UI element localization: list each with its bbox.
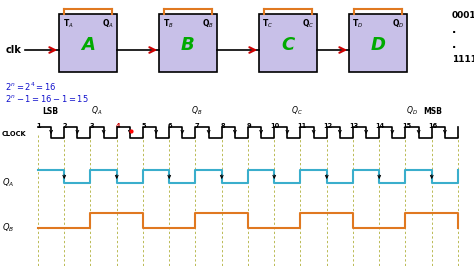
Text: T$_D$: T$_D$ bbox=[352, 17, 364, 30]
Text: 1: 1 bbox=[36, 123, 41, 129]
Text: D: D bbox=[371, 36, 385, 54]
Text: $2^n - 1 = 16 - 1 = 15$: $2^n - 1 = 16 - 1 = 15$ bbox=[5, 93, 89, 103]
Text: $Q_A$: $Q_A$ bbox=[2, 177, 14, 189]
Text: $Q_A$: $Q_A$ bbox=[91, 105, 102, 117]
Text: 3: 3 bbox=[89, 123, 94, 129]
Text: .: . bbox=[452, 25, 456, 35]
Text: 6: 6 bbox=[168, 123, 173, 129]
Text: $Q_B$: $Q_B$ bbox=[191, 105, 202, 117]
Text: T$_B$: T$_B$ bbox=[163, 17, 173, 30]
Text: 5: 5 bbox=[142, 123, 146, 129]
Text: 14: 14 bbox=[375, 123, 385, 129]
Text: C: C bbox=[282, 36, 295, 54]
Bar bbox=[59, 14, 117, 72]
Text: 7: 7 bbox=[194, 123, 199, 129]
Text: $Q_D$: $Q_D$ bbox=[406, 105, 418, 117]
Text: T$_A$: T$_A$ bbox=[63, 17, 73, 30]
Text: Q$_D$: Q$_D$ bbox=[392, 17, 404, 30]
Text: 13: 13 bbox=[349, 123, 359, 129]
Text: 10: 10 bbox=[271, 123, 280, 129]
Text: T$_C$: T$_C$ bbox=[263, 17, 273, 30]
Text: MSB: MSB bbox=[423, 106, 442, 115]
Text: Q$_C$: Q$_C$ bbox=[302, 17, 314, 30]
Text: $Q_B$: $Q_B$ bbox=[2, 222, 14, 234]
Text: Q$_B$: Q$_B$ bbox=[202, 17, 214, 30]
Text: CLOCK: CLOCK bbox=[2, 131, 27, 137]
Bar bbox=[259, 14, 317, 72]
Text: .: . bbox=[452, 40, 456, 50]
Text: clk: clk bbox=[6, 45, 22, 55]
Text: 0001: 0001 bbox=[452, 10, 474, 19]
Bar bbox=[159, 14, 217, 72]
Bar bbox=[349, 14, 407, 72]
Text: 12: 12 bbox=[323, 123, 332, 129]
Text: 15: 15 bbox=[402, 123, 411, 129]
Text: 8: 8 bbox=[220, 123, 225, 129]
Text: 9: 9 bbox=[246, 123, 251, 129]
Text: 2: 2 bbox=[63, 123, 68, 129]
Text: 1111: 1111 bbox=[452, 56, 474, 64]
Text: B: B bbox=[181, 36, 195, 54]
Text: $2^n = 2^4 = 16$: $2^n = 2^4 = 16$ bbox=[5, 81, 56, 93]
Text: 11: 11 bbox=[297, 123, 306, 129]
Text: $Q_C$: $Q_C$ bbox=[291, 105, 303, 117]
Text: LSB: LSB bbox=[42, 106, 58, 115]
Text: 4: 4 bbox=[116, 123, 120, 129]
Text: 16: 16 bbox=[428, 123, 438, 129]
Text: Q$_A$: Q$_A$ bbox=[102, 17, 114, 30]
Text: A: A bbox=[81, 36, 95, 54]
